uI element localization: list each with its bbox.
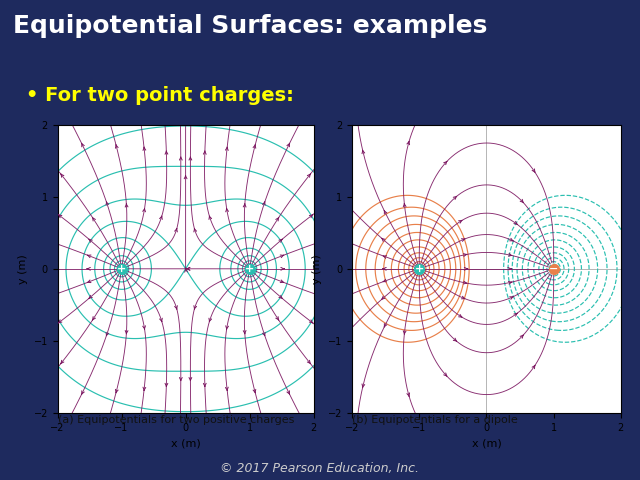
Text: +: + xyxy=(117,264,126,274)
Text: (b) Equipotentials for a dipole: (b) Equipotentials for a dipole xyxy=(352,415,518,425)
Text: −: − xyxy=(549,264,558,274)
Text: (a) Equipotentials for two positive charges: (a) Equipotentials for two positive char… xyxy=(58,415,294,425)
X-axis label: x (m): x (m) xyxy=(171,438,200,448)
Y-axis label: y (m): y (m) xyxy=(18,254,28,284)
X-axis label: x (m): x (m) xyxy=(472,438,501,448)
Text: • For two point charges:: • For two point charges: xyxy=(26,86,294,106)
Text: © 2017 Pearson Education, Inc.: © 2017 Pearson Education, Inc. xyxy=(221,462,419,475)
Text: +: + xyxy=(245,264,254,274)
Text: +: + xyxy=(415,264,424,274)
Text: Equipotential Surfaces: examples: Equipotential Surfaces: examples xyxy=(13,14,487,38)
Y-axis label: y (m): y (m) xyxy=(312,254,323,284)
